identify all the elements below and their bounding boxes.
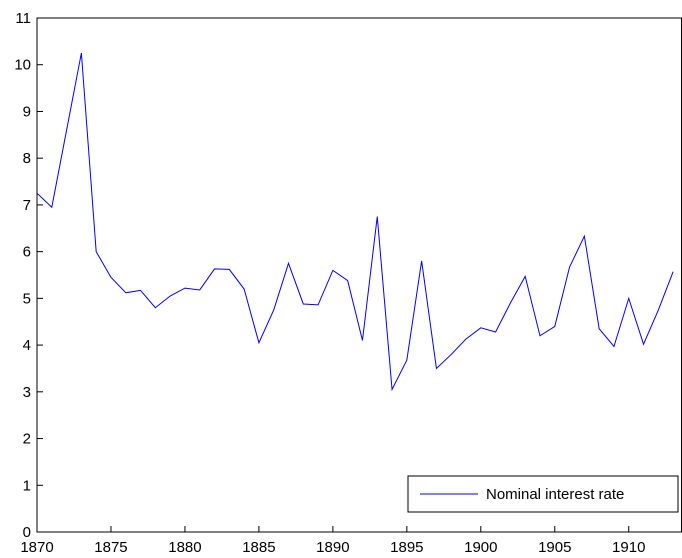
y-tick-label: 1 [23,477,31,494]
x-tick-label: 1900 [464,539,497,556]
y-tick-label: 2 [23,431,31,448]
x-tick-label: 1885 [242,539,275,556]
x-tick-label: 1880 [168,539,201,556]
y-tick-label: 0 [23,524,31,541]
axes-box [36,17,682,533]
series-line [37,52,674,392]
legend-label: Nominal interest rate [486,486,624,503]
y-tick-label: 6 [23,244,31,261]
y-tick-label: 3 [23,384,31,401]
y-tick-label: 8 [23,150,31,167]
y-tick-label: 4 [23,337,31,354]
x-tick-label: 1870 [20,539,53,556]
x-tick-label: 1905 [538,539,571,556]
x-tick-label: 1895 [390,539,423,556]
x-tick-label: 1890 [316,539,349,556]
x-tick-label: 1875 [94,539,127,556]
x-tick-label: 1910 [612,539,645,556]
y-tick-label: 10 [14,57,31,74]
y-tick-label: 5 [23,290,31,307]
y-tick-label: 11 [15,10,31,27]
y-tick-label: 9 [23,103,31,120]
y-tick-label: 7 [23,197,31,214]
